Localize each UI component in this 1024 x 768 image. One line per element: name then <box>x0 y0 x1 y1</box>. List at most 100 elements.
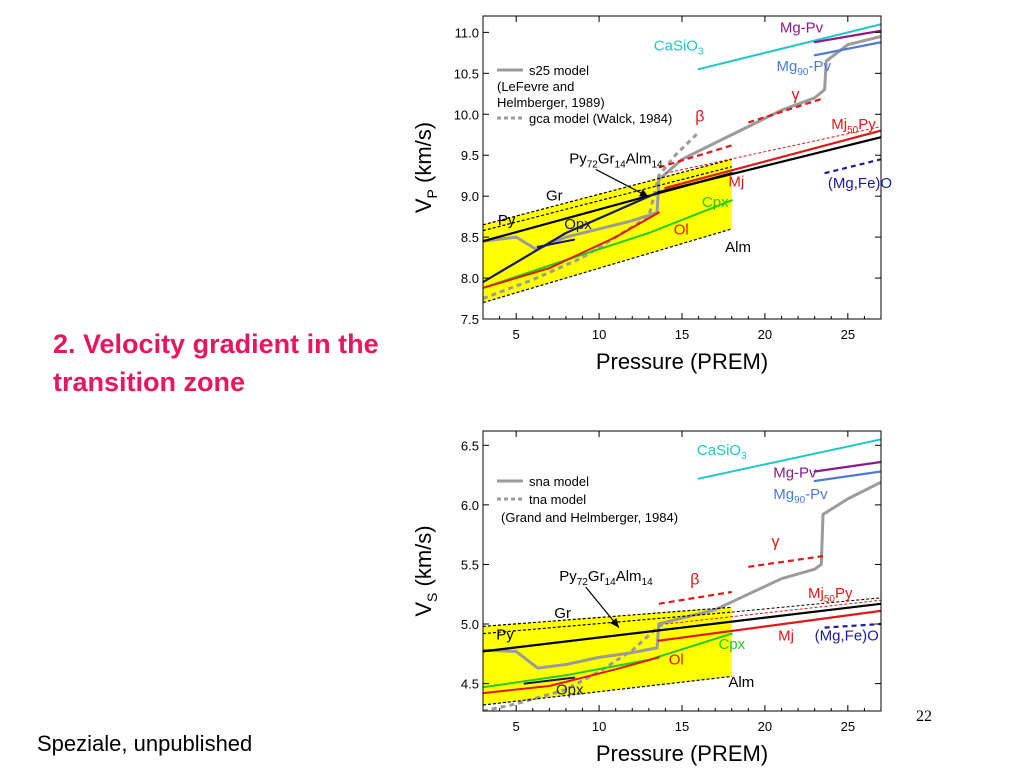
label-casio3: CaSiO3 <box>697 442 747 462</box>
label-mgpv: Mg-Pv <box>773 464 817 481</box>
legend-text: (Grand and Helmberger, 1984) <box>501 510 678 525</box>
series-mj50py <box>665 126 881 174</box>
series-casio3 <box>697 23 881 71</box>
series-mgpv <box>813 29 881 44</box>
series-ol <box>483 211 660 289</box>
x-tick-label: 20 <box>758 327 772 342</box>
series-py <box>483 191 660 284</box>
label-mj50py: Mj50Py <box>808 585 853 605</box>
label-py: Py <box>496 627 514 644</box>
x-axis-label: Pressure (PREM) <box>596 349 768 374</box>
series-beta <box>658 144 733 169</box>
x-tick-label: 25 <box>841 719 855 734</box>
y-tick-label: 5.5 <box>461 557 479 572</box>
series-opx <box>536 238 576 248</box>
formula-arrowhead <box>639 189 649 197</box>
formula-arrowhead <box>610 618 619 628</box>
slide-title: 2. Velocity gradient in the transition z… <box>53 329 379 397</box>
label-mj: Mj <box>778 628 794 645</box>
series-alm_lower <box>483 228 732 304</box>
series-cpx <box>483 632 733 689</box>
label-gamma: γ <box>791 87 799 104</box>
legend-text: sna model <box>529 474 589 489</box>
label-mj50py: Mj50Py <box>831 116 876 136</box>
source-credit: Speziale, unpublished <box>37 731 253 756</box>
legend-text: gca model (Walck, 1984) <box>529 111 672 126</box>
x-tick-label: 5 <box>513 327 520 342</box>
series-pyrope_upper <box>483 606 732 627</box>
label-mgfeo: (Mg,Fe)O <box>815 628 879 645</box>
label-cpx: Cpx <box>702 194 729 211</box>
label-ol: Ol <box>669 652 684 669</box>
label-casio3: CaSiO3 <box>654 37 704 57</box>
label-alm: Alm <box>728 674 754 691</box>
legend-text: s25 model <box>529 63 589 78</box>
legend-text: tna model <box>529 492 586 507</box>
label-pyrope_formula: Py72Gr14Alm14 <box>559 568 653 588</box>
label-py: Py <box>498 212 516 229</box>
legend: sna model tna model (Grand and Helmberger,… <box>497 474 678 525</box>
series-pyrope_upper2 <box>483 611 732 635</box>
series-mj_black <box>657 136 881 194</box>
series-mgpv <box>813 460 881 473</box>
label-mgfeo: (Mg,Fe)O <box>828 175 892 192</box>
series-gamma <box>747 96 825 124</box>
label-pyrope_formula: Py72Gr14Alm14 <box>569 150 663 170</box>
label-mj: Mj <box>728 173 744 190</box>
label-opx: Opx <box>556 681 584 698</box>
label-mg90pv: Mg90-Pv <box>773 486 828 506</box>
series-beta <box>658 590 732 605</box>
label-gamma: γ <box>772 534 780 551</box>
formula-arrow <box>595 168 650 198</box>
label-alm: Alm <box>725 239 751 256</box>
y-tick-label: 8.0 <box>461 271 479 286</box>
label-cpx: Cpx <box>718 636 745 653</box>
series-mg90pv <box>813 41 881 57</box>
series-gr <box>483 602 881 653</box>
y-tick-label: 10.5 <box>454 66 479 81</box>
series-gamma <box>748 555 824 568</box>
label-gr: Gr <box>554 605 571 622</box>
series-pyrope_upper <box>483 158 732 226</box>
series-pyrope_upper_ext <box>483 166 732 232</box>
x-tick-label: 15 <box>675 327 689 342</box>
y-tick-label: 10.0 <box>454 107 479 122</box>
series-alm_lower <box>483 675 732 706</box>
y-axis-label: VP (km/s) <box>411 122 440 213</box>
x-tick-label: 15 <box>675 719 689 734</box>
y-tick-label: 7.5 <box>461 312 479 327</box>
x-tick-label: 5 <box>513 719 520 734</box>
series-gr_ext <box>731 597 881 613</box>
y-tick-label: 6.0 <box>461 498 479 513</box>
x-tick-label: 10 <box>592 719 606 734</box>
legend-text: (LeFevre and <box>497 79 574 94</box>
y-tick-label: 9.0 <box>461 189 479 204</box>
x-axis-label: Pressure (PREM) <box>596 741 768 766</box>
series-mj <box>664 129 881 190</box>
series-opx <box>523 676 576 685</box>
label-mg90pv: Mg90-Pv <box>777 58 832 78</box>
series-mj50py <box>665 599 881 625</box>
x-tick-label: 25 <box>841 327 855 342</box>
series-mg90pv <box>813 470 881 483</box>
x-tick-label: 10 <box>592 327 606 342</box>
y-tick-label: 11.0 <box>455 25 479 40</box>
label-opx: Opx <box>564 216 592 233</box>
y-axis-label: VS (km/s) <box>411 525 440 616</box>
series-casio3 <box>697 438 881 480</box>
label-gr: Gr <box>546 187 563 204</box>
page-number: 22 <box>916 708 932 725</box>
series-tna <box>483 616 677 711</box>
y-tick-label: 4.5 <box>461 677 479 692</box>
y-tick-label: 9.5 <box>461 148 479 163</box>
label-ol: Ol <box>674 222 689 239</box>
series-mgfeo <box>824 158 881 175</box>
label-mgpv: Mg-Pv <box>780 19 824 36</box>
series-mj <box>657 609 881 642</box>
label-beta: β <box>690 572 699 589</box>
series-cpx <box>483 199 733 289</box>
series-mgfeo <box>824 622 881 629</box>
series-gca <box>483 131 700 300</box>
